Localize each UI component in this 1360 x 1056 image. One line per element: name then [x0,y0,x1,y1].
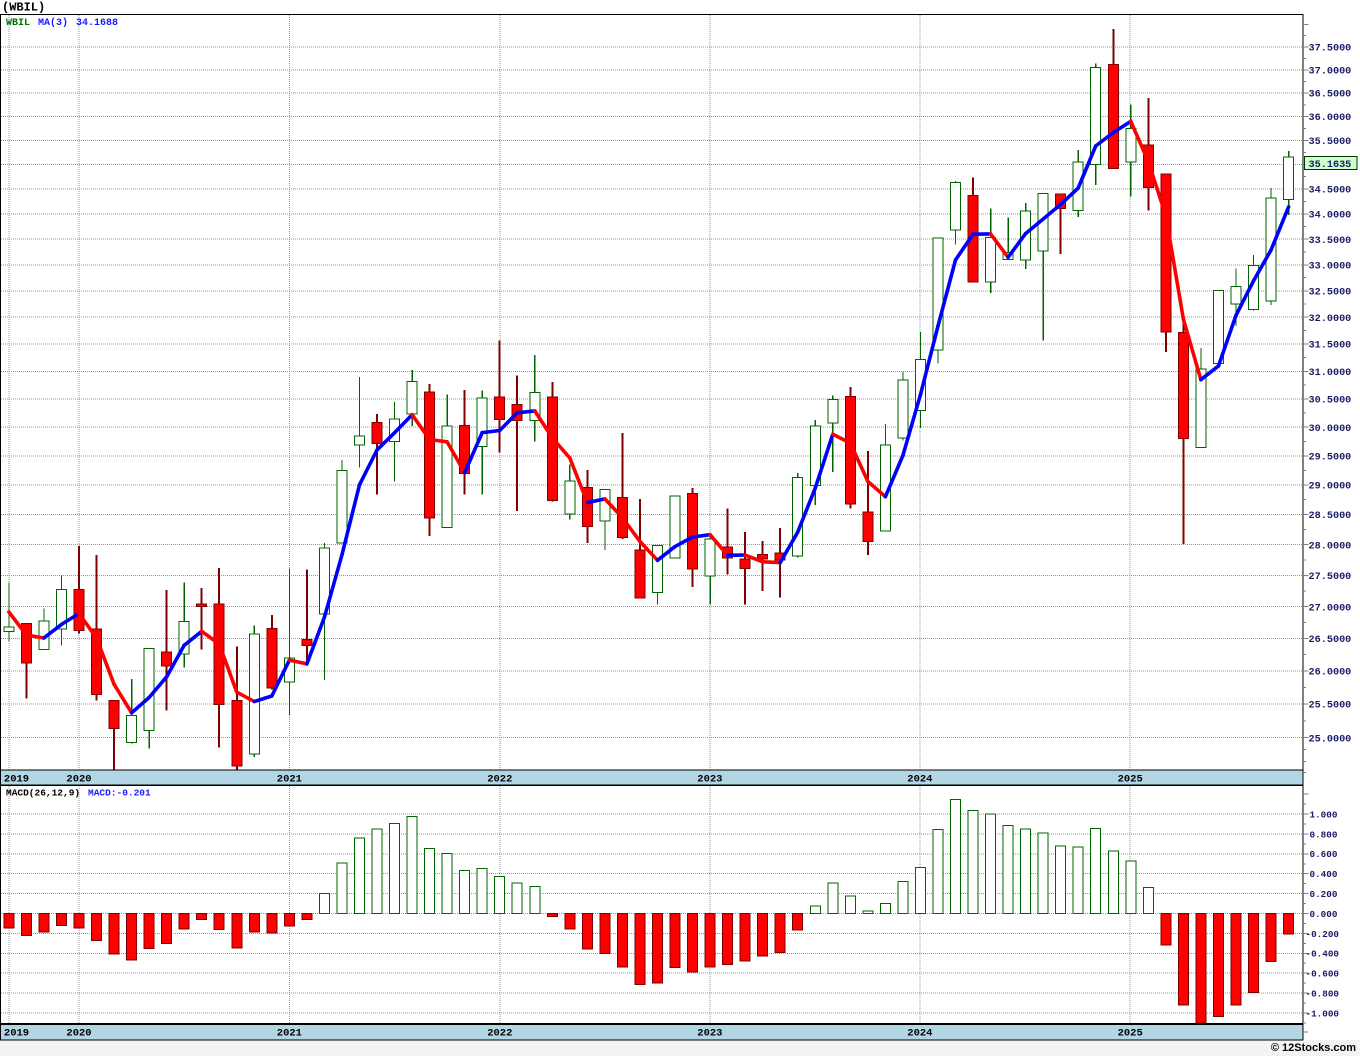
svg-text:-0.800: -0.800 [1306,989,1340,1000]
svg-text:2020: 2020 [66,774,91,786]
svg-text:31.5000: 31.5000 [1309,341,1352,352]
svg-text:0.600: 0.600 [1310,849,1338,860]
svg-text:29.5000: 29.5000 [1309,453,1352,464]
svg-text:34.5000: 34.5000 [1309,186,1352,197]
svg-text:36.5000: 36.5000 [1309,90,1352,101]
svg-text:28.0000: 28.0000 [1309,541,1352,552]
svg-text:(WBIL): (WBIL) [2,1,45,15]
svg-text:© 12Stocks.com: © 12Stocks.com [1271,1042,1356,1054]
svg-text:2022: 2022 [487,774,512,786]
svg-text:2024: 2024 [907,1028,932,1040]
svg-text:2023: 2023 [697,774,722,786]
svg-text:2019: 2019 [4,774,29,786]
svg-text:MACD:-0.201: MACD:-0.201 [88,788,151,799]
svg-text:34.0000: 34.0000 [1309,211,1352,222]
svg-text:35.5000: 35.5000 [1309,137,1352,148]
svg-text:2023: 2023 [697,1028,722,1040]
svg-text:30.5000: 30.5000 [1309,396,1352,407]
svg-text:29.0000: 29.0000 [1309,482,1352,493]
svg-text:0.800: 0.800 [1310,829,1338,840]
svg-text:1.000: 1.000 [1310,809,1338,820]
svg-text:2024: 2024 [907,774,932,786]
svg-text:27.5000: 27.5000 [1309,572,1352,583]
svg-text:31.0000: 31.0000 [1309,368,1352,379]
svg-text:25.5000: 25.5000 [1309,701,1352,712]
svg-text:34.1688: 34.1688 [76,18,118,29]
svg-text:-0.400: -0.400 [1306,949,1340,960]
svg-text:33.5000: 33.5000 [1309,236,1352,247]
svg-text:37.0000: 37.0000 [1309,67,1352,78]
svg-text:-0.600: -0.600 [1306,969,1340,980]
svg-text:37.5000: 37.5000 [1309,44,1352,55]
svg-text:33.0000: 33.0000 [1309,262,1352,273]
svg-text:MA(3): MA(3) [38,17,68,29]
svg-text:26.5000: 26.5000 [1309,635,1352,646]
svg-text:2025: 2025 [1118,1028,1143,1040]
svg-text:-1.000: -1.000 [1306,1008,1340,1019]
svg-text:MACD(26,12,9): MACD(26,12,9) [6,788,80,799]
svg-text:30.0000: 30.0000 [1309,424,1352,435]
svg-text:2025: 2025 [1118,774,1143,786]
svg-text:2020: 2020 [66,1028,91,1040]
svg-text:0.200: 0.200 [1310,889,1338,900]
svg-text:35.1635: 35.1635 [1309,160,1352,171]
svg-text:32.0000: 32.0000 [1309,314,1352,325]
svg-text:28.5000: 28.5000 [1309,511,1352,522]
svg-text:27.0000: 27.0000 [1309,603,1352,614]
svg-text:2022: 2022 [487,1028,512,1040]
svg-text:26.0000: 26.0000 [1309,668,1352,679]
svg-text:WBIL: WBIL [6,18,30,29]
svg-text:32.5000: 32.5000 [1309,288,1352,299]
svg-text:36.0000: 36.0000 [1309,113,1352,124]
svg-text:2021: 2021 [277,1028,302,1040]
svg-text:2019: 2019 [4,1028,29,1040]
svg-text:0.000: 0.000 [1310,909,1338,920]
svg-text:-0.200: -0.200 [1306,929,1340,940]
svg-text:0.400: 0.400 [1310,869,1338,880]
svg-text:2021: 2021 [277,774,302,786]
svg-text:25.0000: 25.0000 [1309,734,1352,745]
